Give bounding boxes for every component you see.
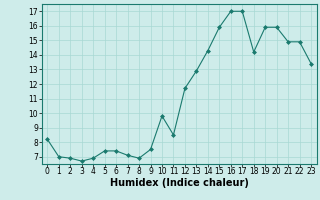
X-axis label: Humidex (Indice chaleur): Humidex (Indice chaleur) [110, 178, 249, 188]
